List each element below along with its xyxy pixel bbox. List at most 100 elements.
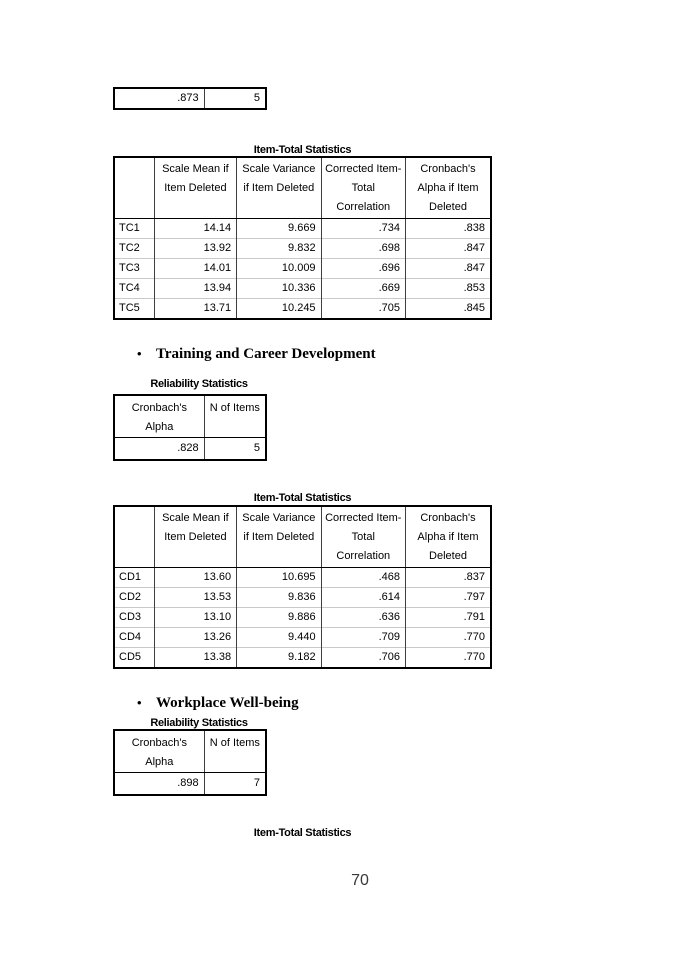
table-row: TC1 14.14 9.669 .734 .838 (114, 218, 491, 238)
cell-cronbachs-alpha: .898 (177, 777, 199, 789)
cell-cronbachs-alpha: .873 (177, 92, 199, 104)
cell-item-label: CD5 (114, 646, 155, 668)
cell-alpha-if-deleted: .838 (405, 218, 491, 238)
header-line: N of Items (209, 402, 260, 414)
item-total-statistics-title-2: Item-Total Statistics (253, 492, 352, 504)
header-line: Total (351, 182, 375, 194)
cell-corrected-item-total: .614 (320, 586, 406, 607)
cell-alpha-if-deleted: .791 (405, 606, 491, 627)
cell-corrected-item-total: .734 (320, 218, 406, 238)
cell-scale-mean: 14.14 (153, 218, 237, 238)
header-line: Corrected Item- (325, 512, 402, 524)
table-row: TC2 13.92 9.832 .698 .847 (114, 237, 491, 258)
cd-item-total-statistics-table: Scale Mean if Item Deleted Scale Varianc… (113, 505, 492, 669)
cell-corrected-item-total: .669 (320, 277, 406, 298)
col-header-cronbachs-alpha: Cronbach's Alpha (114, 395, 205, 438)
bullet-icon: • (137, 695, 142, 710)
header-line: Corrected Item- (325, 163, 402, 175)
cell-n-of-items: 7 (203, 772, 266, 795)
header-line: N of Items (209, 737, 260, 749)
cell-alpha-if-deleted: .847 (405, 237, 491, 258)
col-header-alpha-if-deleted: Cronbach's Alpha if Item Deleted (405, 157, 491, 219)
cell-item-label: TC3 (114, 257, 155, 278)
cell-scale-variance: 10.245 (236, 297, 322, 319)
cell-item-label: CD3 (114, 606, 155, 627)
col-header-corrected-item-total: Corrected Item- Total Correlation (320, 506, 406, 568)
table-row: .898 7 (114, 772, 266, 795)
header-line: Item Deleted (164, 531, 227, 543)
heading-text: Training and Career Development (156, 346, 376, 362)
header-line: Cronbach's (420, 512, 476, 524)
cell-scale-mean: 13.53 (153, 586, 237, 607)
cell-corrected-item-total: .696 (320, 257, 406, 278)
header-line: Scale Variance (242, 512, 316, 524)
header-line: Cronbach's (420, 163, 476, 175)
header-row: Cronbach's Alpha N of Items (114, 730, 266, 773)
cell-corrected-item-total: .709 (320, 626, 406, 647)
col-header-n-of-items: N of Items (203, 730, 266, 773)
section-heading-training: • Training and Career Development (137, 345, 376, 363)
heading-text: Workplace Well-being (156, 695, 299, 711)
table-row: CD5 13.38 9.182 .706 .770 (114, 646, 491, 668)
bullet-icon: • (137, 346, 142, 361)
cell-corrected-item-total: .698 (320, 237, 406, 258)
cell-scale-mean: 13.26 (153, 626, 237, 647)
col-header-scale-variance: Scale Variance if Item Deleted (236, 506, 322, 568)
reliability-statistics-title-2: Reliability Statistics (150, 717, 248, 729)
cell-alpha-if-deleted: .770 (405, 626, 491, 647)
cell-scale-mean: 13.10 (153, 606, 237, 627)
header-line: Deleted (429, 550, 467, 562)
col-header-alpha-if-deleted: Cronbach's Alpha if Item Deleted (405, 506, 491, 568)
reliability-statistics-partial-table: .873 5 (113, 87, 267, 110)
header-line: Alpha if Item (417, 182, 479, 194)
cell-corrected-item-total: .706 (320, 646, 406, 668)
cell-scale-variance: 9.440 (236, 626, 322, 647)
reliability-statistics-title-1: Reliability Statistics (150, 378, 248, 390)
cell-corrected-item-total: .705 (320, 297, 406, 319)
cell-alpha-if-deleted: .847 (405, 257, 491, 278)
cell-corrected-item-total: .468 (320, 567, 406, 587)
cell-alpha-if-deleted: .797 (405, 586, 491, 607)
header-line: if Item Deleted (243, 531, 315, 543)
cell-scale-variance: 10.009 (236, 257, 322, 278)
cell-scale-mean: 13.71 (153, 297, 237, 319)
item-total-statistics-title-1: Item-Total Statistics (253, 144, 352, 156)
table-row: .828 5 (114, 437, 266, 460)
cell-scale-variance: 9.836 (236, 586, 322, 607)
col-header-scale-mean: Scale Mean if Item Deleted (153, 506, 237, 568)
cell-scale-mean: 13.60 (153, 567, 237, 587)
cell-scale-mean: 13.92 (153, 237, 237, 258)
header-line: Scale Mean if (162, 512, 229, 524)
cell-item-label: CD4 (114, 626, 155, 647)
table-row: CD1 13.60 10.695 .468 .837 (114, 567, 491, 587)
header-row: Scale Mean if Item Deleted Scale Varianc… (114, 506, 491, 568)
header-line: Alpha (145, 756, 174, 768)
table-row: CD4 13.26 9.440 .709 .770 (114, 626, 491, 647)
item-total-statistics-title-3: Item-Total Statistics (253, 827, 352, 839)
cell-scale-mean: 13.94 (153, 277, 237, 298)
col-header-empty (114, 506, 155, 568)
cell-item-label: TC2 (114, 237, 155, 258)
cell-scale-variance: 9.669 (236, 218, 322, 238)
cell-item-label: TC5 (114, 297, 155, 319)
header-line: Cronbach's (131, 402, 187, 414)
page-number: 70 (351, 872, 369, 889)
header-line: Deleted (429, 201, 467, 213)
cell-scale-variance: 10.336 (236, 277, 322, 298)
cell-n-of-items: 5 (203, 88, 266, 109)
header-line: Item Deleted (164, 182, 227, 194)
wellbeing-reliability-statistics-table: Cronbach's Alpha N of Items .898 7 (113, 729, 267, 796)
cell-item-label: TC1 (119, 221, 140, 234)
cell-n-of-items: 5 (203, 437, 266, 460)
header-line: Scale Variance (242, 163, 316, 175)
header-line: Correlation (336, 550, 391, 562)
header-line: Alpha (145, 421, 174, 433)
header-line: Total (351, 531, 375, 543)
cell-scale-variance: 10.695 (236, 567, 322, 587)
cell-item-label: TC4 (114, 277, 155, 298)
training-reliability-statistics-table: Cronbach's Alpha N of Items .828 5 (113, 394, 267, 461)
cell-scale-variance: 9.182 (236, 646, 322, 668)
cell-corrected-item-total: .636 (320, 606, 406, 627)
cell-alpha-if-deleted: .845 (405, 297, 491, 319)
